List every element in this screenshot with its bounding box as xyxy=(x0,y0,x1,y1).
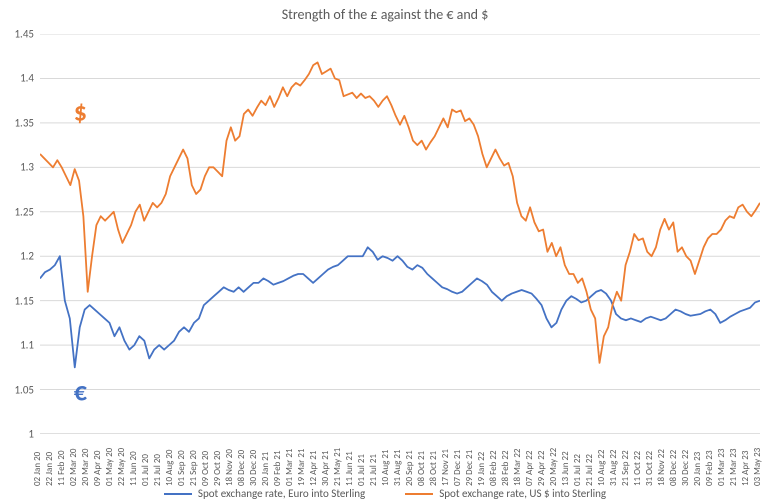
y-tick-label: 1.45 xyxy=(14,28,34,41)
legend-swatch xyxy=(405,493,433,495)
series-line xyxy=(40,247,760,367)
chart-annotation: $ xyxy=(74,95,87,127)
exchange-rate-chart: Strength of the £ against the € and $ 11… xyxy=(0,0,770,502)
x-tick-label: 20 May 22 xyxy=(548,448,559,486)
x-tick-label: 21 Jul 22 xyxy=(584,454,595,486)
x-tick-label: 02 Jan 20 xyxy=(32,452,43,486)
x-tick-label: 07 Apr 22 xyxy=(524,451,535,486)
x-tick-label: 21 Sep 22 xyxy=(620,450,631,486)
legend: Spot exchange rate, Euro into Sterling Sp… xyxy=(0,487,770,500)
x-tick-label: 31 Oct 22 xyxy=(644,451,655,486)
y-tick-label: 1.15 xyxy=(14,294,34,307)
x-tick-label: 09 Feb 23 xyxy=(704,450,715,486)
x-tick-label: 01 May 20 xyxy=(104,448,115,486)
x-tick-label: 17 Nov 21 xyxy=(440,449,451,486)
x-tick-label: 20 Jan 23 xyxy=(692,452,703,486)
x-tick-label: 01 Mar 21 xyxy=(284,449,295,486)
x-tick-label: 01 Jul 20 xyxy=(140,454,151,486)
x-tick-label: 29 Dec 21 xyxy=(464,450,475,486)
x-tick-label: 21 Sep 20 xyxy=(188,450,199,486)
x-tick-label: 21 Jul 21 xyxy=(368,454,379,486)
plot-area: $€ xyxy=(40,34,760,434)
x-tick-label: 07 Dec 21 xyxy=(452,450,463,486)
x-tick-label: 22 May 20 xyxy=(116,448,127,486)
y-tick-label: 1.1 xyxy=(20,339,34,352)
legend-label: Spot exchange rate, US $ into Sterling xyxy=(439,487,606,500)
x-tick-label: 21 Jul 20 xyxy=(152,454,163,486)
x-tick-label: 31 Aug 21 xyxy=(392,450,403,487)
y-tick-label: 1.4 xyxy=(20,72,34,85)
x-tick-label: 01 Jul 21 xyxy=(356,454,367,486)
x-tick-label: 10 Aug 20 xyxy=(164,450,175,487)
x-tick-label: 02 Mar 20 xyxy=(68,449,79,486)
x-tick-label: 31 Aug 22 xyxy=(608,450,619,487)
x-tick-label: 10 Aug 21 xyxy=(380,450,391,487)
x-tick-label: 01 Sep 20 xyxy=(176,450,187,486)
x-tick-label: 11 Oct 22 xyxy=(632,451,643,486)
x-tick-label: 20 Jan 21 xyxy=(260,452,271,486)
x-tick-label: 20 Sep 21 xyxy=(404,450,415,486)
x-tick-label: 18 Nov 20 xyxy=(224,449,235,486)
y-axis-labels: 11.051.11.151.21.251.31.351.41.45 xyxy=(0,34,36,434)
x-tick-label: 29 Apr 22 xyxy=(536,451,547,486)
y-tick-label: 1.3 xyxy=(20,161,34,174)
chart-annotation: € xyxy=(74,375,88,407)
x-tick-label: 13 Jun 22 xyxy=(560,451,571,486)
x-tick-label: 10 Aug 22 xyxy=(596,450,607,487)
x-tick-label: 01 Jul 22 xyxy=(572,454,583,486)
chart-title: Strength of the £ against the € and $ xyxy=(0,6,770,23)
x-tick-label: 19 Mar 21 xyxy=(296,449,307,486)
x-tick-label: 18 Nov 22 xyxy=(656,449,667,486)
x-tick-label: 11 Jun 21 xyxy=(344,451,355,486)
x-tick-label: 21 May 21 xyxy=(332,448,343,486)
x-tick-label: 28 Feb 22 xyxy=(500,450,511,486)
x-tick-label: 11 Feb 20 xyxy=(56,450,67,486)
x-tick-label: 30 Dec 22 xyxy=(680,450,691,486)
x-tick-label: 19 Jan 22 xyxy=(476,452,487,486)
x-tick-label: 08 Dec 22 xyxy=(668,450,679,486)
x-tick-label: 11 Jun 20 xyxy=(128,451,139,486)
x-tick-label: 18 Mar 22 xyxy=(512,449,523,486)
x-tick-label: 28 Oct 21 xyxy=(428,451,439,486)
x-tick-label: 09 Apr 20 xyxy=(92,451,103,486)
x-tick-label: 08 Dec 20 xyxy=(236,450,247,486)
y-tick-label: 1.25 xyxy=(14,205,34,218)
legend-item: Spot exchange rate, Euro into Sterling xyxy=(164,487,365,500)
legend-swatch xyxy=(164,493,192,495)
x-axis-labels: 02 Jan 2022 Jan 2011 Feb 2002 Mar 2020 M… xyxy=(40,436,760,486)
legend-item: Spot exchange rate, US $ into Sterling xyxy=(405,487,606,500)
y-tick-label: 1.05 xyxy=(14,383,34,396)
y-tick-label: 1.2 xyxy=(20,250,34,263)
x-tick-label: 08 Oct 21 xyxy=(416,451,427,486)
x-tick-label: 21 Mar 23 xyxy=(728,449,739,486)
x-tick-label: 29 Oct 20 xyxy=(212,451,223,486)
x-tick-label: 30 Dec 20 xyxy=(248,450,259,486)
x-tick-label: 09 Oct 20 xyxy=(200,451,211,486)
x-tick-label: 30 Apr 21 xyxy=(320,451,331,486)
x-tick-label: 22 Jan 20 xyxy=(44,452,55,486)
x-tick-label: 12 Apr 23 xyxy=(740,451,751,486)
x-tick-label: 12 Apr 21 xyxy=(308,451,319,486)
y-tick-label: 1 xyxy=(28,428,34,441)
x-tick-label: 01 Mar 23 xyxy=(716,449,727,486)
legend-label: Spot exchange rate, Euro into Sterling xyxy=(198,487,365,500)
y-tick-label: 1.35 xyxy=(14,116,34,129)
x-tick-label: 20 Mar 20 xyxy=(80,449,91,486)
x-tick-label: 08 Feb 22 xyxy=(488,450,499,486)
x-tick-label: 09 Feb 21 xyxy=(272,450,283,486)
x-tick-label: 03 May 23 xyxy=(752,448,763,486)
